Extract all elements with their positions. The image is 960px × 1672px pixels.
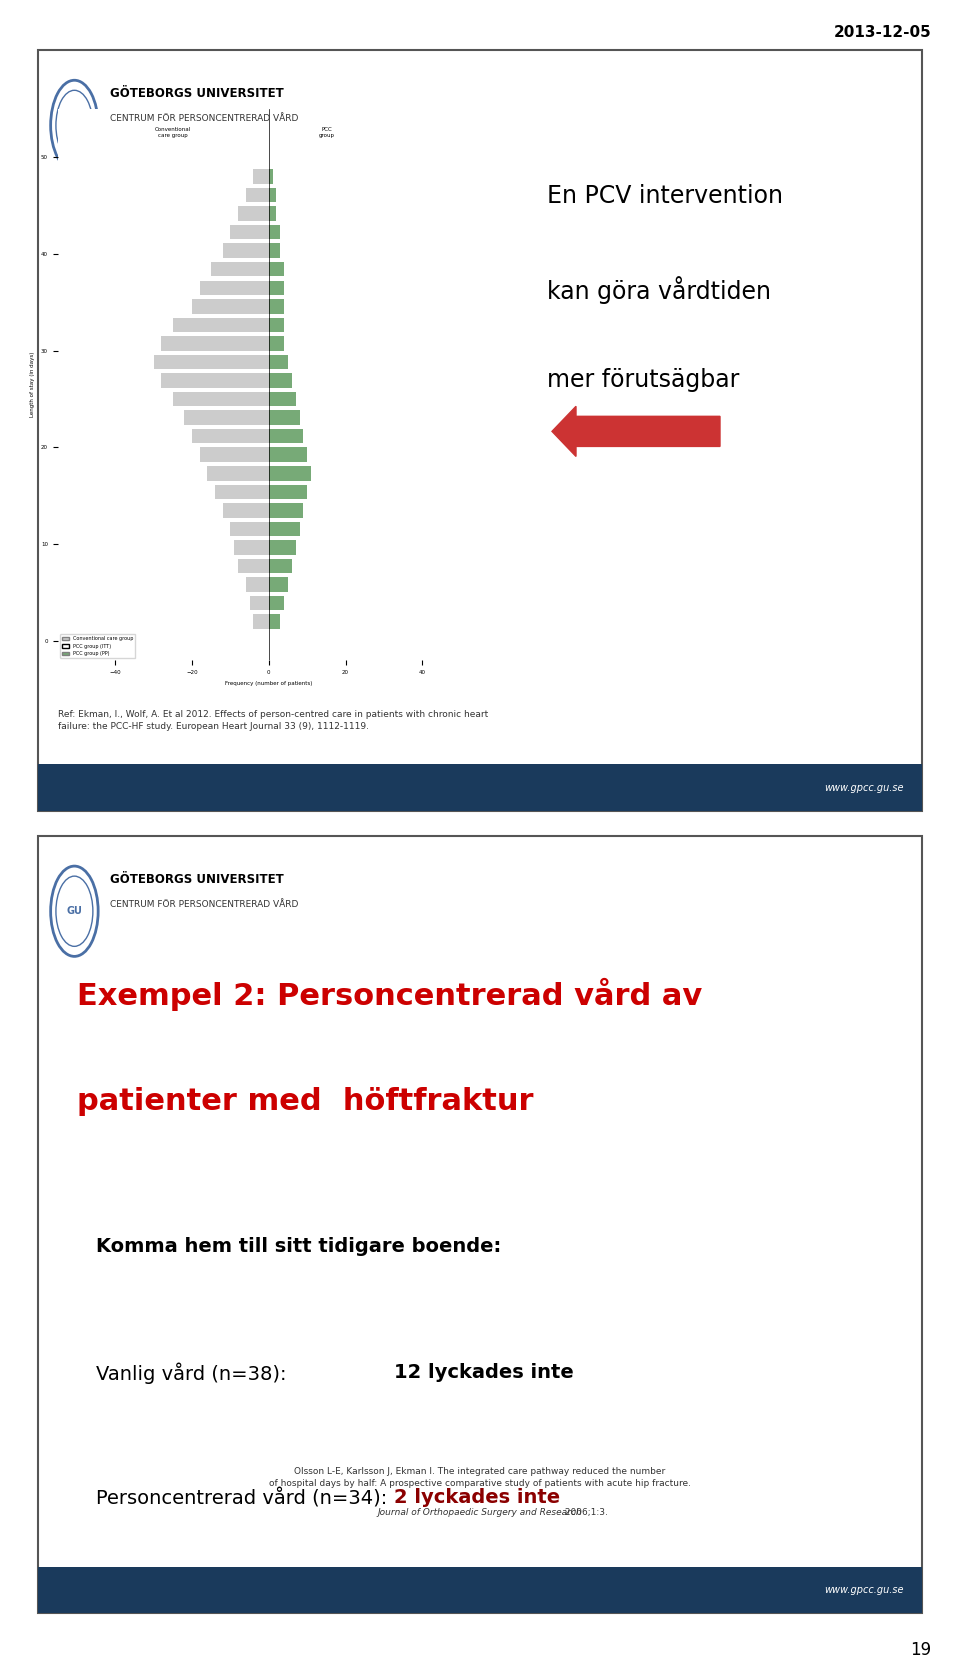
Text: 2013-12-05: 2013-12-05 [833,25,931,40]
Bar [192,299,269,314]
Text: Journal of Orthopaedic Surgery and Research: Journal of Orthopaedic Surgery and Resea… [377,1508,583,1517]
Text: www.gpcc.gu.se: www.gpcc.gu.se [825,1585,904,1595]
Bar [246,577,269,592]
Bar [269,430,303,443]
Text: PCC
group: PCC group [319,127,334,137]
Legend: Conventional care group, PCC group (ITT), PCC group (PP): Conventional care group, PCC group (ITT)… [60,634,135,659]
Bar [234,540,269,555]
Text: Exempel 2: Personcentrerad vård av: Exempel 2: Personcentrerad vård av [77,978,702,1012]
X-axis label: Frequency (number of patients): Frequency (number of patients) [225,681,313,686]
Bar [269,410,300,425]
Text: 12 lyckades inte: 12 lyckades inte [394,1363,573,1381]
Bar [211,263,269,276]
Text: Conventional
care group: Conventional care group [155,127,191,137]
Bar [269,373,292,388]
Text: Personcentrerad vård (n=34):: Personcentrerad vård (n=34): [96,1488,387,1508]
FancyBboxPatch shape [38,50,922,811]
Text: mer förutsägbar: mer förutsägbar [547,368,739,391]
Bar [200,448,269,461]
Bar [269,206,276,221]
Text: 2006;1:3.: 2006;1:3. [562,1508,608,1517]
Text: www.gpcc.gu.se: www.gpcc.gu.se [825,782,904,793]
Bar [184,410,269,425]
Bar [269,540,296,555]
Bar [215,485,269,500]
Bar [173,318,269,333]
Bar [173,391,269,406]
Text: Ref: Ekman, I., Wolf, A. Et al 2012. Effects of person-centred care in patients : Ref: Ekman, I., Wolf, A. Et al 2012. Eff… [58,711,488,731]
Bar [154,354,269,370]
Bar [269,169,273,184]
Bar [269,299,284,314]
Bar [269,263,284,276]
Text: kan göra vårdtiden: kan göra vårdtiden [547,276,771,304]
Bar [230,522,269,537]
Text: Komma hem till sitt tidigare boende:: Komma hem till sitt tidigare boende: [96,1237,501,1256]
Bar [238,558,269,573]
Bar [269,391,296,406]
Bar [269,187,276,202]
Bar [269,244,280,257]
Bar [269,224,280,239]
Text: Olsson L-E, Karlsson J, Ekman I. The integrated care pathway reduced the number
: Olsson L-E, Karlsson J, Ekman I. The int… [269,1466,691,1488]
Bar [269,281,284,294]
Bar [269,595,284,610]
Bar [223,244,269,257]
Bar [269,615,280,629]
Bar [253,615,269,629]
Bar [207,466,269,480]
Text: GU: GU [66,120,83,130]
Bar [269,522,300,537]
Text: GÖTEBORGS UNIVERSITET: GÖTEBORGS UNIVERSITET [110,87,284,100]
Text: Vanlig vård (n=38):: Vanlig vård (n=38): [96,1363,286,1384]
Text: GU: GU [66,906,83,916]
Bar [269,354,288,370]
Text: GÖTEBORGS UNIVERSITET: GÖTEBORGS UNIVERSITET [110,873,284,886]
Bar [161,336,269,351]
Bar [192,430,269,443]
Bar [230,224,269,239]
Text: 2 lyckades inte: 2 lyckades inte [394,1488,560,1506]
Text: CENTRUM FÖR PERSONCENTRERAD VÅRD: CENTRUM FÖR PERSONCENTRERAD VÅRD [110,900,299,908]
Text: CENTRUM FÖR PERSONCENTRERAD VÅRD: CENTRUM FÖR PERSONCENTRERAD VÅRD [110,114,299,122]
Bar [238,206,269,221]
Text: patienter med  höftfraktur: patienter med höftfraktur [77,1087,534,1115]
Bar [269,485,307,500]
Text: En PCV intervention: En PCV intervention [547,184,783,207]
Bar [269,577,288,592]
Bar [269,448,307,461]
Bar [253,169,269,184]
Bar [161,373,269,388]
Bar [269,558,292,573]
Bar [269,336,284,351]
Bar [200,281,269,294]
Bar [246,187,269,202]
Bar [250,595,269,610]
Bar [269,466,311,480]
Bar [269,503,303,518]
FancyBboxPatch shape [38,836,922,1613]
Text: 19: 19 [910,1640,931,1659]
Y-axis label: Length of stay (in days): Length of stay (in days) [31,351,36,418]
Bar [269,318,284,333]
Bar [223,503,269,518]
